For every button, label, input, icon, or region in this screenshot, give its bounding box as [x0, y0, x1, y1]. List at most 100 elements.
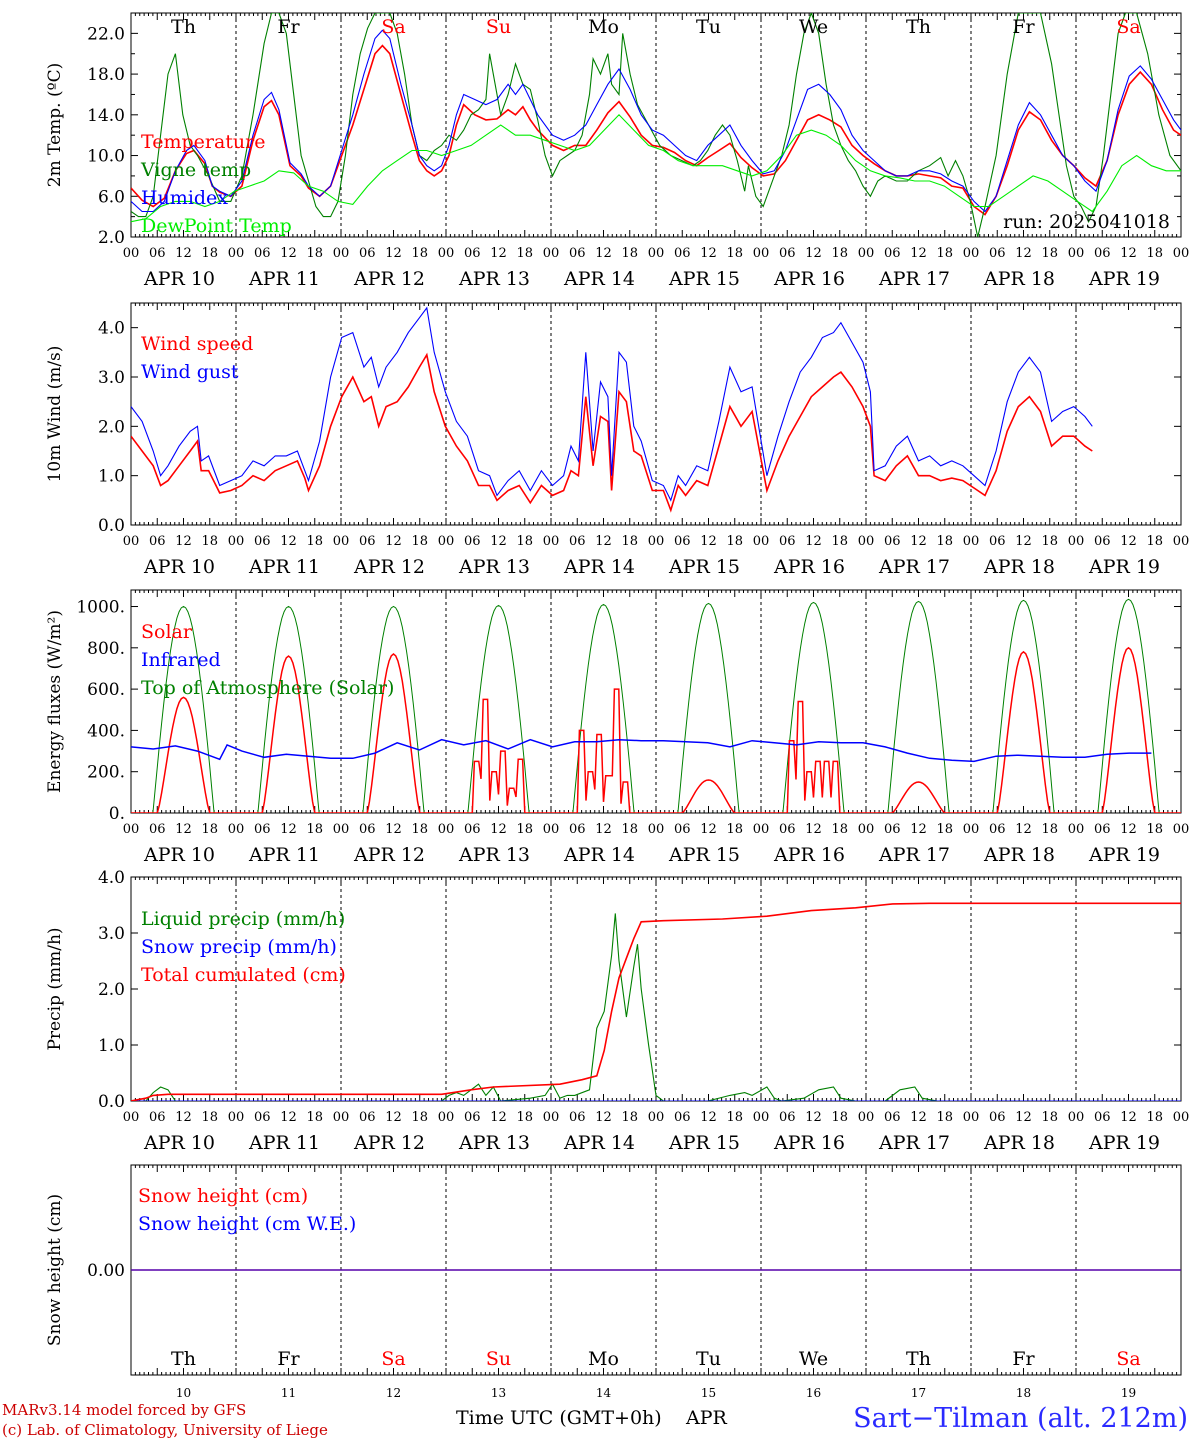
date-label: APR 10 — [143, 1132, 215, 1154]
weekday-label: Mo — [588, 16, 619, 38]
date-label: APR 11 — [248, 1132, 320, 1154]
y-axis-label: 10m Wind (m/s) — [45, 346, 65, 483]
hour-tick-label: 00 — [963, 822, 980, 837]
day-number-label: 16 — [806, 1386, 821, 1400]
y-tick-label: 0.00 — [87, 1261, 125, 1281]
hour-tick-label: 00 — [648, 822, 665, 837]
legend-entry: Humidex — [141, 187, 228, 209]
date-label: APR 13 — [458, 556, 530, 578]
hour-tick-label: 00 — [858, 1110, 875, 1125]
date-label: APR 14 — [563, 268, 635, 290]
hour-tick-label: 06 — [674, 822, 691, 837]
date-label: APR 12 — [353, 556, 425, 578]
y-tick-label: 4.0 — [98, 319, 125, 339]
hour-tick-label: 18 — [306, 534, 323, 549]
y-tick-label: 18.0 — [87, 65, 125, 85]
plot-area — [131, 902, 1181, 1101]
hour-tick-label: 00 — [858, 534, 875, 549]
hour-tick-label: 12 — [175, 534, 192, 549]
hour-tick-label: 12 — [385, 246, 402, 261]
day-number-label: 17 — [911, 1386, 926, 1400]
date-label: APR 11 — [248, 844, 320, 866]
weekday-label-bottom: Mo — [588, 1348, 619, 1370]
hour-tick-label: 12 — [1120, 822, 1137, 837]
hour-tick-label: 12 — [700, 246, 717, 261]
legend-entry: Vigne temp — [140, 159, 251, 181]
y-tick-label: 10.0 — [87, 147, 125, 167]
hour-tick-label: 00 — [753, 246, 770, 261]
hour-tick-label: 18 — [516, 246, 533, 261]
hour-tick-label: 12 — [280, 1110, 297, 1125]
legend-entry: DewPoint Temp — [141, 215, 292, 237]
legend-entry: Temperature — [141, 131, 265, 153]
hour-tick-label: 12 — [385, 1110, 402, 1125]
weekday-label-bottom: Su — [486, 1348, 511, 1370]
y-axis-label: Snow height (cm) — [45, 1194, 65, 1346]
date-label: APR 18 — [983, 844, 1055, 866]
y-axis-label: Energy fluxes (W/m²) — [45, 610, 65, 793]
date-label: APR 19 — [1088, 268, 1160, 290]
series-line-1 — [131, 306, 1093, 502]
hour-tick-label: 00 — [543, 822, 560, 837]
hour-tick-label: 12 — [490, 822, 507, 837]
hour-tick-label: 06 — [464, 822, 481, 837]
footer-credit-lab: (c) Lab. of Climatology, University of L… — [2, 1421, 328, 1439]
date-label: APR 14 — [563, 556, 635, 578]
hour-tick-label: 06 — [884, 822, 901, 837]
hour-tick-label: 18 — [1041, 1110, 1058, 1125]
hour-tick-label: 18 — [831, 534, 848, 549]
hour-tick-label: 18 — [936, 1110, 953, 1125]
hour-tick-label: 06 — [884, 1110, 901, 1125]
hour-tick-label: 00 — [963, 534, 980, 549]
hour-tick-label: 06 — [149, 1110, 166, 1125]
hour-tick-label: 12 — [385, 534, 402, 549]
hour-tick-label: 12 — [175, 822, 192, 837]
hour-tick-label: 06 — [569, 534, 586, 549]
hour-tick-label: 12 — [700, 534, 717, 549]
hour-tick-label: 12 — [910, 822, 927, 837]
hour-tick-label: 00 — [753, 534, 770, 549]
hour-tick-label: 18 — [201, 1110, 218, 1125]
hour-tick-label: 06 — [779, 246, 796, 261]
date-label: APR 16 — [773, 1132, 845, 1154]
hour-tick-label: 12 — [490, 246, 507, 261]
day-number-label: 12 — [386, 1386, 401, 1400]
y-tick-label: 14.0 — [87, 106, 125, 126]
hour-tick-label: 18 — [726, 246, 743, 261]
hour-tick-label: 18 — [201, 534, 218, 549]
date-label: APR 17 — [878, 844, 950, 866]
hour-tick-label: 06 — [359, 822, 376, 837]
date-label: APR 10 — [143, 268, 215, 290]
hour-tick-label: 12 — [910, 246, 927, 261]
hour-tick-label: 00 — [753, 822, 770, 837]
weekday-label-bottom: Th — [906, 1348, 931, 1370]
hour-tick-label: 06 — [464, 246, 481, 261]
hour-tick-label: 00 — [123, 246, 140, 261]
hour-tick-label: 00 — [963, 246, 980, 261]
hour-tick-label: 06 — [1094, 246, 1111, 261]
hour-tick-label: 00 — [648, 1110, 665, 1125]
legend-entry: Snow precip (mm/h) — [141, 936, 337, 958]
date-label: APR 14 — [563, 1132, 635, 1154]
hour-tick-label: 18 — [936, 246, 953, 261]
date-label: APR 15 — [668, 268, 740, 290]
date-label: APR 16 — [773, 844, 845, 866]
hour-tick-label: 06 — [464, 534, 481, 549]
hour-tick-label: 00 — [123, 822, 140, 837]
hour-tick-label-final: 00 — [1173, 534, 1190, 549]
hour-tick-label: 12 — [910, 534, 927, 549]
hour-tick-label: 00 — [123, 534, 140, 549]
hour-tick-label: 00 — [1068, 246, 1085, 261]
hour-tick-label: 00 — [438, 822, 455, 837]
hour-tick-label: 00 — [543, 534, 560, 549]
weekday-label: Su — [486, 16, 511, 38]
weekday-label-bottom: We — [799, 1348, 828, 1370]
station-label: Sart−Tilman (alt. 212m) — [853, 1403, 1188, 1434]
hour-tick-label: 06 — [254, 534, 271, 549]
hour-tick-label: 00 — [1068, 822, 1085, 837]
series-line-0 — [131, 913, 1181, 1101]
date-label: APR 16 — [773, 268, 845, 290]
solar-line — [131, 646, 1181, 813]
hour-tick-label: 06 — [779, 822, 796, 837]
